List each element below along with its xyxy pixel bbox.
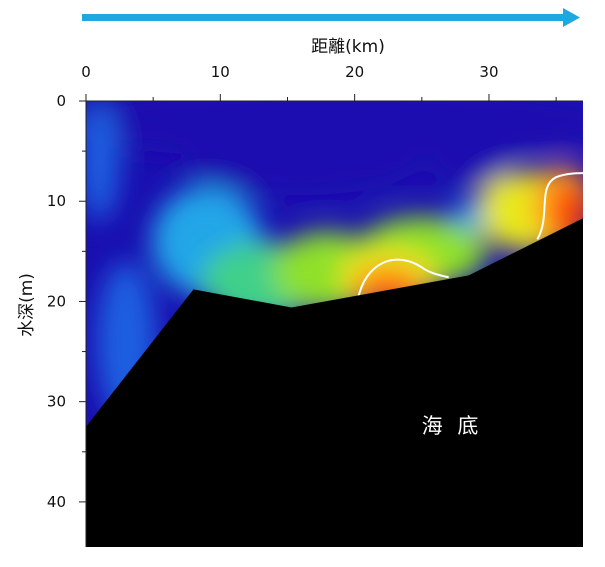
y-tick-label-30: 30 bbox=[47, 393, 66, 411]
field-patch-16 bbox=[86, 101, 120, 222]
x-tick-label-20: 20 bbox=[345, 63, 364, 81]
y-tick-label-40: 40 bbox=[47, 493, 66, 511]
contour-line-east bbox=[536, 172, 583, 240]
field-patch-15 bbox=[180, 127, 421, 196]
direction-arrow bbox=[82, 8, 580, 27]
contour-lines bbox=[356, 172, 583, 302]
x-tick-label-0: 0 bbox=[81, 63, 91, 81]
axes bbox=[79, 94, 583, 547]
seafloor-label: 海 底 bbox=[422, 414, 483, 438]
y-tick-label-0: 0 bbox=[56, 92, 66, 110]
x-tick-label-30: 30 bbox=[479, 63, 498, 81]
y-tick-labels: 0 10 20 30 40 bbox=[47, 92, 66, 511]
y-tick-label-20: 20 bbox=[47, 292, 66, 310]
x-tick-labels: 0 10 20 30 bbox=[81, 63, 498, 81]
y-tick-label-10: 10 bbox=[47, 192, 66, 210]
x-axis-title: 距離(km) bbox=[311, 37, 385, 57]
plot-area bbox=[86, 101, 583, 547]
y-axis-title: 水深(m) bbox=[17, 273, 37, 337]
seafloor bbox=[86, 218, 583, 547]
x-tick-label-10: 10 bbox=[211, 63, 230, 81]
contour-line-south bbox=[356, 258, 449, 302]
field-patch-12 bbox=[452, 202, 485, 231]
